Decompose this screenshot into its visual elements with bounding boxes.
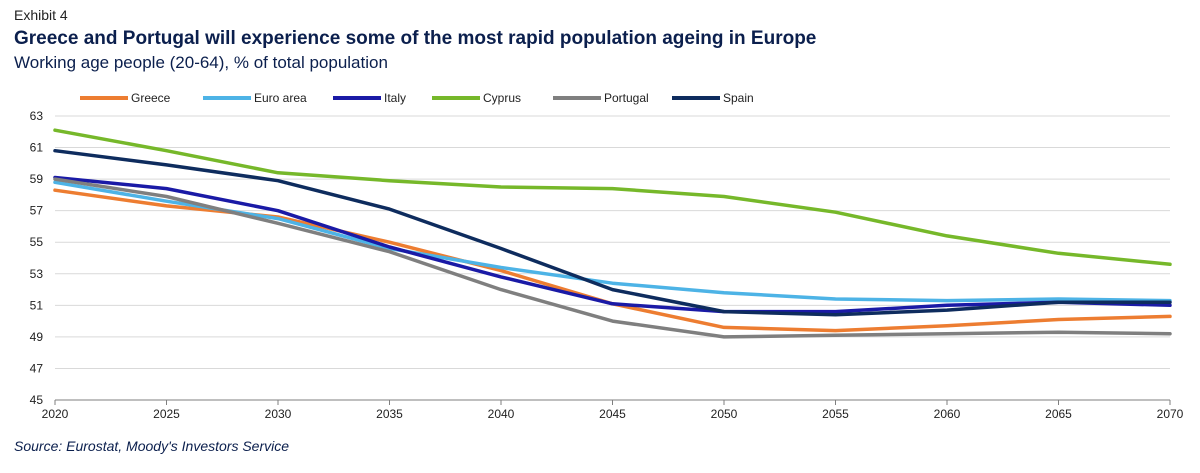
exhibit-label: Exhibit 4 bbox=[14, 7, 68, 23]
legend-label: Cyprus bbox=[483, 91, 521, 105]
x-tick-label: 2025 bbox=[153, 407, 180, 421]
legend-label: Greece bbox=[131, 91, 171, 105]
y-tick-label: 57 bbox=[30, 204, 44, 218]
y-tick-label: 45 bbox=[30, 393, 44, 407]
x-tick-label: 2020 bbox=[42, 407, 69, 421]
y-tick-label: 51 bbox=[30, 298, 44, 312]
x-tick-label: 2070 bbox=[1157, 407, 1184, 421]
x-tick-label: 2035 bbox=[376, 407, 403, 421]
series-line-spain bbox=[53, 148, 1172, 317]
x-tick-label: 2050 bbox=[711, 407, 738, 421]
legend-label: Euro area bbox=[254, 91, 307, 105]
x-tick-label: 2065 bbox=[1045, 407, 1072, 421]
gridlines bbox=[55, 115, 1170, 369]
y-tick-label: 49 bbox=[30, 330, 44, 344]
y-tick-label: 61 bbox=[30, 141, 44, 155]
y-tick-label: 59 bbox=[30, 172, 44, 186]
legend-label: Italy bbox=[384, 91, 406, 105]
legend-label: Spain bbox=[723, 91, 754, 105]
series-line-italy bbox=[53, 175, 1172, 314]
chart-title: Greece and Portugal will experience some… bbox=[14, 28, 817, 49]
y-axis-ticks: 45 47 49 51 53 55 57 59 61 63 bbox=[30, 109, 44, 407]
y-tick-label: 53 bbox=[30, 267, 44, 281]
y-tick-label: 63 bbox=[30, 109, 44, 123]
source-note: Source: Eurostat, Moody's Investors Serv… bbox=[14, 438, 290, 454]
series-line-portugal bbox=[53, 177, 1172, 339]
y-tick-label: 55 bbox=[30, 235, 44, 249]
y-tick-label: 47 bbox=[30, 361, 44, 375]
legend-label: Portugal bbox=[604, 91, 649, 105]
legend: Greece Euro area Italy Cyprus Portugal Spain bbox=[80, 91, 754, 105]
x-tick-label: 2040 bbox=[488, 407, 515, 421]
series-lines bbox=[53, 128, 1172, 339]
x-axis-ticks: 2020 2025 2030 2035 2040 2045 2050 2055 2060 2065… bbox=[42, 400, 1184, 421]
x-tick-label: 2045 bbox=[599, 407, 626, 421]
x-tick-label: 2055 bbox=[822, 407, 849, 421]
chart-subtitle: Working age people (20-64), % of total p… bbox=[14, 53, 388, 72]
x-tick-label: 2060 bbox=[934, 407, 961, 421]
series-line-cyprus bbox=[53, 128, 1172, 267]
x-tick-label: 2030 bbox=[265, 407, 292, 421]
